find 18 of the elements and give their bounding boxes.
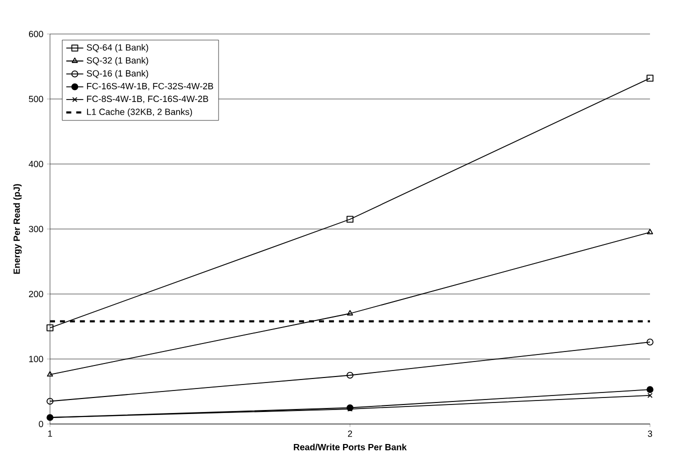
legend-label: L1 Cache (32KB, 2 Banks) [87,108,192,117]
y-tick-label: 200 [28,290,44,298]
x-tick-label: 2 [348,430,352,437]
y-tick-label: 500 [28,96,44,102]
y-tick-label: 400 [28,160,44,168]
legend-label: SQ-64 (1 Bank) [86,44,148,52]
legend-label: SQ-32 (1 Bank) [86,57,148,66]
y-tick-label: 100 [29,356,44,362]
y-tick-label: 300 [28,226,44,232]
x-tick-label: 1 [48,430,52,437]
legend-label: SQ-16 (1 Bank) [86,70,148,78]
y-tick-label: 600 [28,30,44,38]
x-tick-label: 3 [648,430,652,437]
y-axis-title: Energy Per Read (pJ) [13,184,22,274]
y-tick-label: 0 [38,420,44,428]
legend-label: FC-16S-4W-1B, FC-32S-4W-2B [87,82,214,90]
x-axis-title: Read/Write Ports Per Bank [294,444,407,450]
legend-label: FC-8S-4W-1B, FC-16S-4W-2B [87,96,208,104]
